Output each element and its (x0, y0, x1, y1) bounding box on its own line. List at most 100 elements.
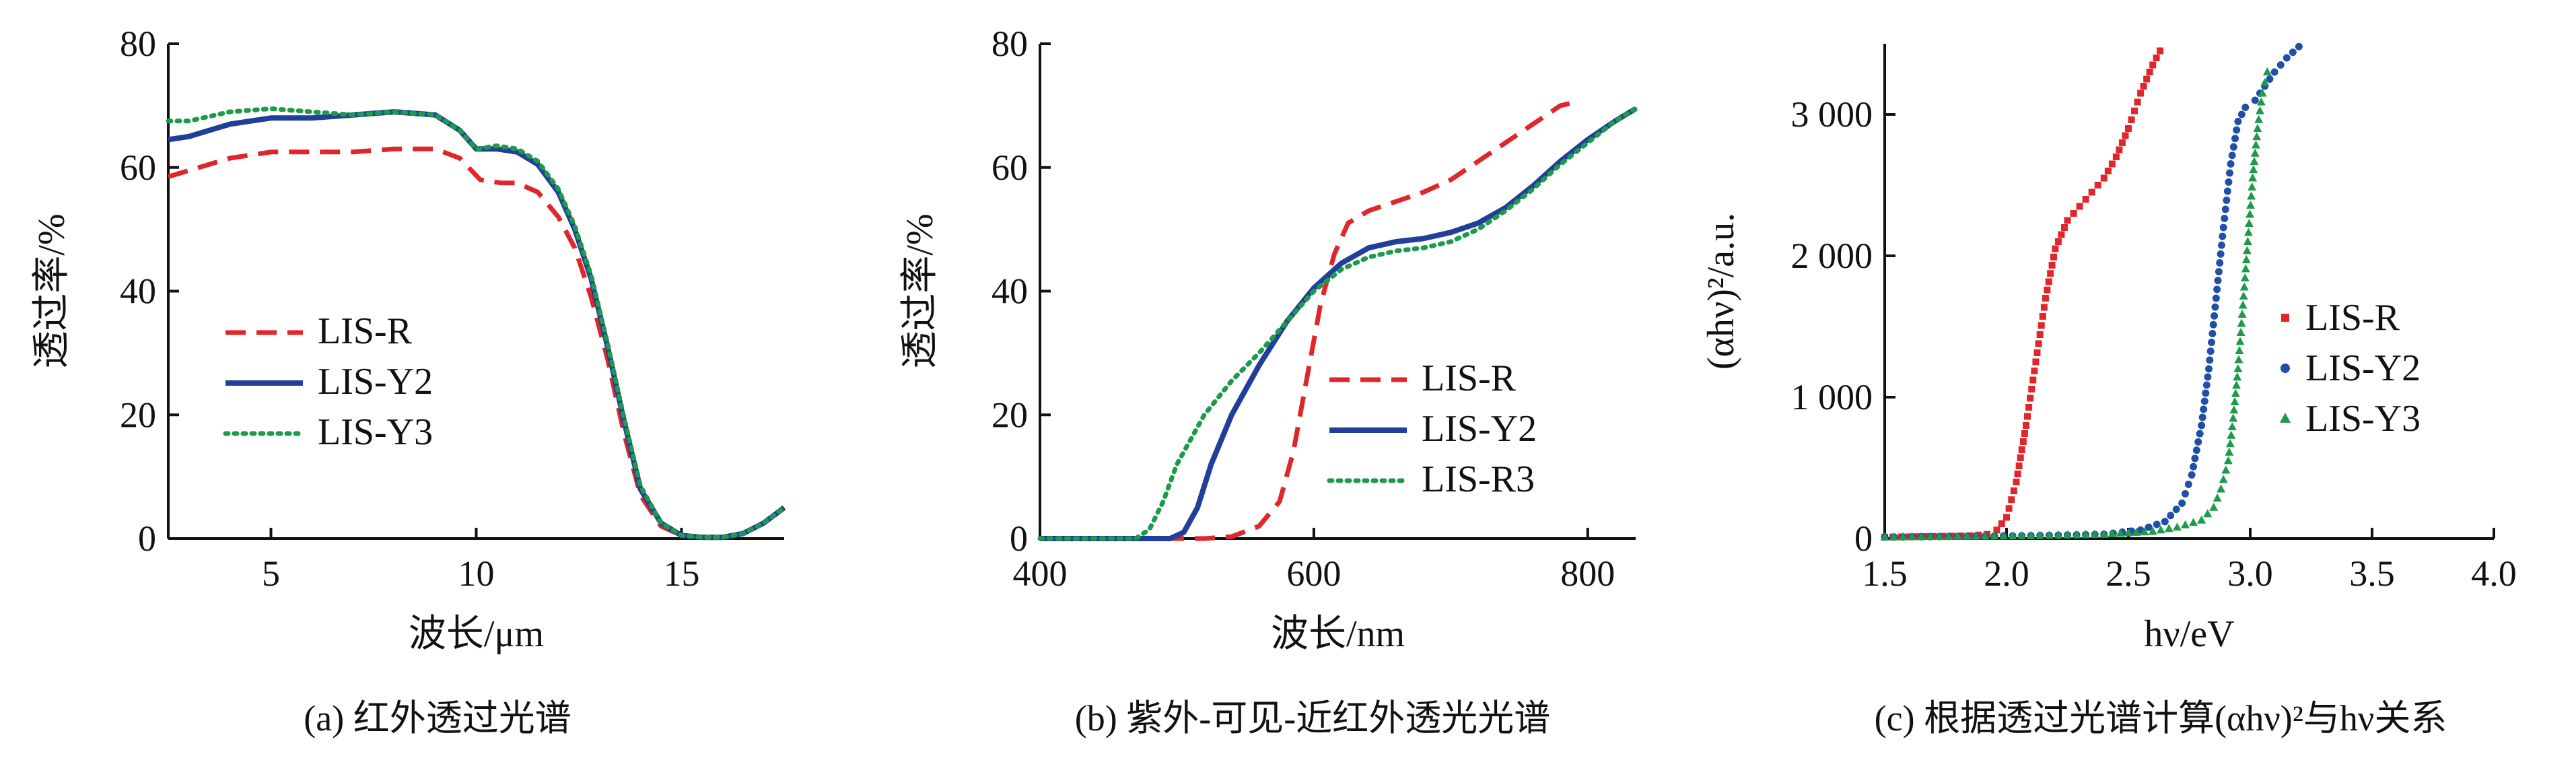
data-point (2010, 487, 2017, 495)
data-point (2198, 413, 2206, 421)
data-point (2213, 285, 2221, 294)
data-point (2196, 429, 2204, 438)
data-point (2260, 77, 2270, 86)
x-tick-label: 4.0 (2471, 553, 2517, 594)
y-tick-label: 0 (1010, 518, 1028, 559)
data-point (2235, 346, 2244, 354)
caption-c: (c) 根据透过光谱计算(αhν)²与hν关系 (1875, 698, 2447, 738)
series-LIS-Y2: LIS-Y2 (1881, 42, 2421, 541)
data-point (2125, 125, 2132, 132)
data-point (2270, 68, 2278, 76)
data-point (2244, 219, 2254, 227)
data-point (2206, 347, 2215, 355)
data-point (1990, 531, 1999, 540)
data-point (1998, 531, 2008, 540)
data-point (2225, 447, 2234, 456)
data-point (2026, 530, 2035, 539)
x-tick-label: 10 (458, 553, 495, 594)
legend-label: LIS-R (2305, 297, 2400, 339)
series-line (167, 146, 786, 540)
data-point (2214, 277, 2222, 285)
data-point (2223, 187, 2231, 195)
data-point (2204, 365, 2213, 373)
data-point (2227, 160, 2235, 168)
data-point (2088, 188, 2095, 196)
data-point (2128, 116, 2135, 123)
data-point (2250, 157, 2259, 165)
data-point (2234, 355, 2243, 364)
data-point (2024, 413, 2031, 420)
chart-c: 1.5 2.0 2.5 3.0 3.5 4.0 0 1 000 2 000 3 000 hν/eV (… (1700, 42, 2517, 655)
series-line (166, 106, 787, 540)
y-tick-label: 80 (991, 24, 1028, 64)
data-point (2211, 312, 2219, 320)
data-point (2035, 340, 2042, 347)
x-axis-label: hν/eV (2144, 613, 2234, 655)
data-point (1880, 532, 1889, 541)
legend-marker (2281, 364, 2290, 373)
data-point (2038, 322, 2045, 329)
data-point (2045, 278, 2052, 285)
data-point (2070, 210, 2077, 217)
data-point (2250, 148, 2260, 157)
data-point (2015, 462, 2023, 469)
series-LIS-R3: LIS-R3 (1037, 106, 1638, 541)
data-point (2042, 295, 2049, 302)
data-point (2131, 107, 2138, 114)
data-point (2017, 454, 2024, 461)
series-LIS-R: LIS-R (1881, 47, 2400, 541)
data-point (2064, 217, 2071, 224)
data-point (2240, 273, 2250, 281)
legend-marker (2280, 413, 2291, 423)
data-point (2241, 264, 2250, 273)
legend-label: LIS-Y2 (2305, 347, 2421, 389)
caption-b: (b) 紫外-可见-近红外透光光谱 (1075, 698, 1550, 738)
data-point (2027, 394, 2034, 402)
legend-label: LIS-R (1422, 357, 1517, 399)
data-point (2072, 530, 2081, 539)
legend-label: LIS-R (318, 310, 413, 352)
data-point (2231, 388, 2240, 397)
x-tick-label: 400 (1013, 553, 1068, 594)
data-point (2054, 238, 2062, 245)
data-point (2029, 376, 2037, 384)
data-point (2234, 118, 2242, 125)
data-point (2028, 386, 2035, 392)
data-point (2217, 250, 2225, 258)
data-point (2246, 201, 2256, 209)
data-point (2231, 135, 2239, 143)
legend-label: LIS-Y2 (1422, 408, 1537, 450)
data-point (2243, 228, 2253, 236)
data-point (2040, 304, 2048, 311)
series-LIS-Y2: LIS-Y2 (1040, 106, 1638, 541)
data-point (2258, 88, 2267, 97)
data-point (2116, 146, 2123, 153)
x-axis-label: 波长/μm (409, 613, 544, 655)
x-tick-label: 800 (1560, 553, 1615, 594)
data-point (2239, 282, 2249, 291)
data-point (2137, 90, 2145, 97)
data-point (1972, 531, 1981, 540)
data-point (2197, 515, 2206, 524)
data-point (2140, 527, 2149, 536)
x-axis-label: 波长/nm (1271, 613, 1405, 655)
data-point (2172, 522, 2182, 531)
data-point (2219, 223, 2227, 232)
data-point (2191, 454, 2199, 462)
data-point (2082, 196, 2089, 203)
data-point (2104, 168, 2112, 174)
data-point (1962, 531, 1972, 540)
data-point (2223, 197, 2231, 204)
data-point (2237, 310, 2247, 318)
data-point (2289, 48, 2297, 57)
data-point (1922, 533, 1929, 541)
data-point (2018, 446, 2025, 453)
data-point (2099, 529, 2109, 538)
data-point (2253, 124, 2262, 132)
data-point (2283, 54, 2291, 62)
data-point (2148, 526, 2157, 535)
data-point (2211, 303, 2219, 311)
data-point (2208, 339, 2216, 347)
data-point (2178, 499, 2186, 507)
data-point (1916, 532, 1926, 541)
